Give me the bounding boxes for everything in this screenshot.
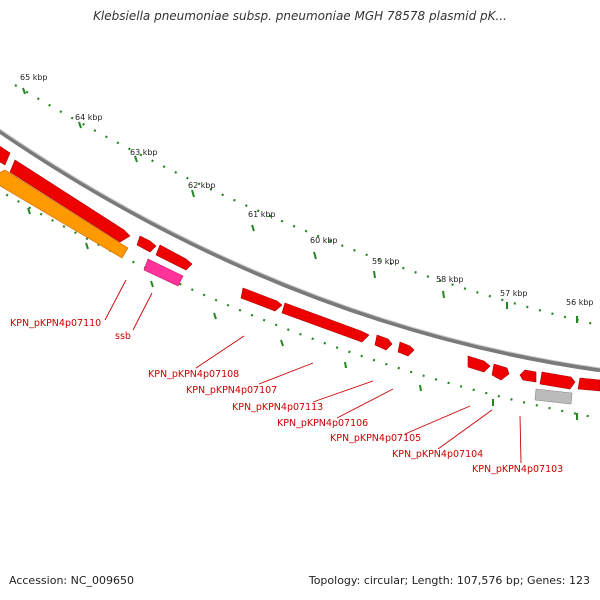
gene-arrow [136,235,157,253]
accession-text: Accession: NC_009650 [9,574,135,587]
ruler-labels: 65 kbp 64 kbp 63 kbp 62 kbp 61 kbp 60 kb… [20,73,594,307]
ruler-label-59kbp: 59 kbp [372,257,400,266]
ruler-label-65kbp: 65 kbp [20,73,48,82]
gene-label-KPN_pKPN4p07113: KPN_pKPN4p07113 [232,402,323,413]
ruler-label-57kbp: 57 kbp [500,289,528,298]
gene-arrow [467,355,491,373]
gene-label-KPN_pKPN4p07104: KPN_pKPN4p07104 [392,449,483,460]
gene-arrow-grey [534,388,573,405]
inner-ruler [0,189,599,420]
map-title: Klebsiella pneumoniae subsp. pneumoniae … [93,9,507,23]
ruler-label-61kbp: 61 kbp [248,210,276,219]
gene-arrow [155,244,193,271]
ruler-label-56kbp: 56 kbp [566,298,594,307]
gene-arrow [0,145,11,166]
genome-backbone-highlight [0,128,600,369]
outer-ruler [14,84,599,327]
genome-backbone [0,128,600,373]
gene-label-KPN_pKPN4p07103: KPN_pKPN4p07103 [472,464,563,475]
gene-label-ssb: ssb [115,331,131,342]
gene-label-KPN_pKPN4p07107: KPN_pKPN4p07107 [186,385,277,396]
ruler-label-64kbp: 64 kbp [75,113,103,122]
gene-label-KPN_pKPN4p07110: KPN_pKPN4p07110 [10,318,101,329]
gene-arrow [240,287,283,312]
ruler-label-60kbp: 60 kbp [310,236,338,245]
gene-label-KPN_pKPN4p07106: KPN_pKPN4p07106 [277,418,368,429]
topology-info: Topology: circular; Length: 107,576 bp; … [308,574,590,587]
gene-arrow [519,369,537,383]
genes [0,145,600,405]
gene-arrow [281,302,370,343]
gene-labels: KPN_pKPN4p07110 ssb KPN_pKPN4p07108 KPN_… [10,318,563,475]
gene-label-KPN_pKPN4p07108: KPN_pKPN4p07108 [148,369,239,380]
outer-ruler-major-ticks [22,87,578,323]
gene-arrow [374,334,393,351]
gene-label-KPN_pKPN4p07105: KPN_pKPN4p07105 [330,433,421,444]
ruler-label-63kbp: 63 kbp [130,148,158,157]
ruler-label-58kbp: 58 kbp [436,275,464,284]
gene-ssb [143,258,184,287]
gene-arrow [397,341,415,357]
gene-arrow [539,371,576,390]
label-leaders [104,279,522,464]
gene-arrow-orange [0,169,129,259]
gene-arrow [491,363,510,381]
gene-arrow [9,159,131,243]
gene-arrow [577,377,600,392]
ruler-label-62kbp: 62 kbp [188,181,216,190]
inner-ruler-major-ticks [27,207,578,420]
